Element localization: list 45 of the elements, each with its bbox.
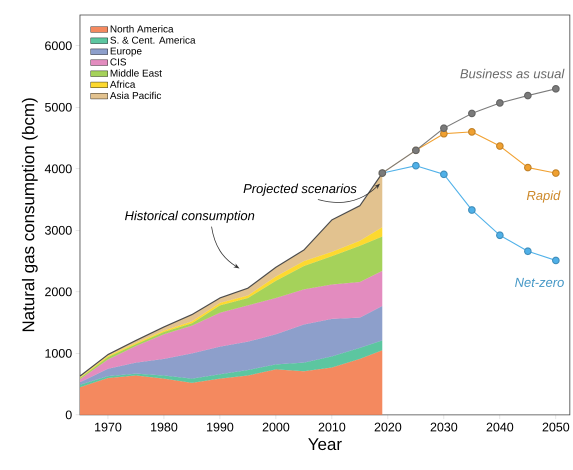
annotation: Projected scenarios [244, 184, 357, 196]
y-tick-label: 3000 [44, 226, 72, 235]
x-tick-label: 2050 [542, 422, 570, 432]
point [496, 231, 504, 240]
y-tick-label: 6000 [45, 41, 72, 50]
point [468, 206, 476, 214]
legend-label: S. & Cent. America [110, 36, 196, 44]
point [552, 256, 560, 264]
x-tick-label: 1970 [95, 422, 122, 432]
y-tick-label: 0 [66, 410, 72, 420]
series-label: Net-zero [515, 278, 564, 288]
point [524, 247, 532, 256]
x-tick-label: 2020 [374, 422, 402, 432]
y-axis-title: Natural gas consumption (bcm) [22, 98, 38, 332]
point [524, 164, 532, 172]
point [552, 169, 560, 177]
x-tick-label: 2010 [318, 422, 346, 432]
y-tick-label: 1000 [45, 349, 72, 358]
legend-label: Europe [110, 48, 142, 57]
point [524, 92, 532, 100]
x-axis-title: Year [308, 438, 342, 450]
point [468, 110, 476, 118]
point [412, 162, 420, 170]
y-tick-label: 4000 [44, 164, 72, 174]
point [440, 124, 448, 132]
legend-label: Middle East [110, 69, 162, 77]
series-label: Business as usual [460, 68, 565, 78]
x-tick-label: 2000 [262, 422, 290, 432]
x-tick-label: 1980 [151, 422, 178, 432]
y-tick-label: 5000 [45, 102, 72, 112]
series-label: Rapid [526, 190, 561, 203]
legend-label: Asia Pacific [110, 92, 162, 100]
legend-label: CIS [110, 58, 126, 66]
legend-label: Africa [110, 80, 136, 88]
point [440, 170, 448, 178]
legend-label: North America [110, 25, 174, 33]
x-tick-label: 1990 [207, 422, 234, 432]
point [552, 85, 560, 93]
x-tick-label: 2040 [486, 422, 514, 432]
y-tick-label: 2000 [45, 288, 72, 296]
point [496, 99, 504, 107]
x-tick-label: 2030 [430, 422, 458, 432]
point [468, 128, 476, 136]
point [496, 142, 504, 150]
annotation: Historical consumption [124, 210, 254, 223]
